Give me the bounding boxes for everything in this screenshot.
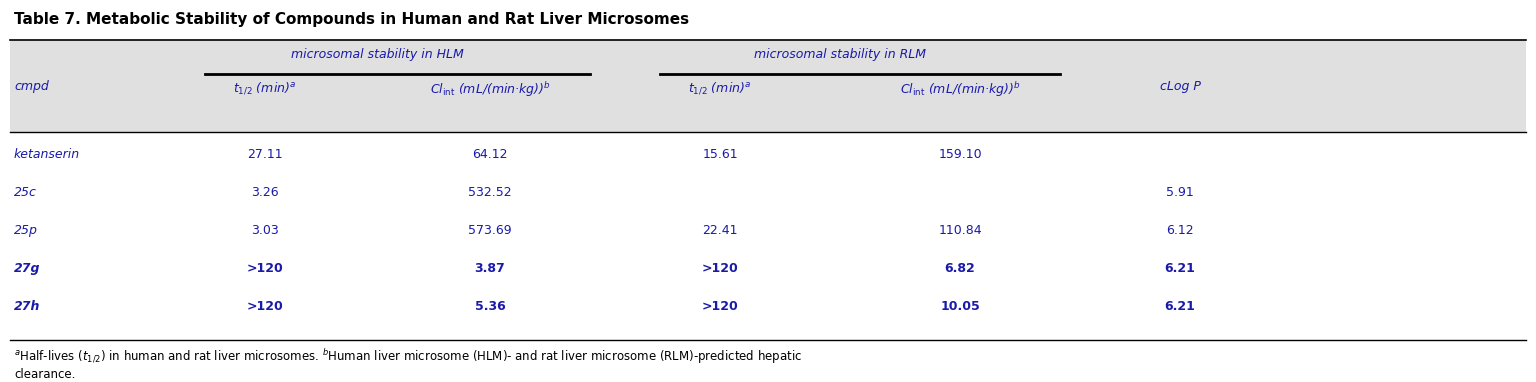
Text: $^{a}$Half-lives ($t_{1/2}$) in human and rat liver microsomes. $^{b}$Human live: $^{a}$Half-lives ($t_{1/2}$) in human an… [14,348,802,366]
Text: 5.36: 5.36 [475,300,505,313]
Text: 15.61: 15.61 [702,148,737,161]
Text: 25c: 25c [14,186,37,199]
Text: 5.91: 5.91 [1166,186,1193,199]
Text: cmpd: cmpd [14,80,49,93]
Text: Table 7. Metabolic Stability of Compounds in Human and Rat Liver Microsomes: Table 7. Metabolic Stability of Compound… [14,12,690,27]
Text: $t_{1/2}$ (min)$^{a}$: $t_{1/2}$ (min)$^{a}$ [233,80,296,96]
Text: 27.11: 27.11 [247,148,283,161]
Text: 10.05: 10.05 [940,300,980,313]
Text: 27g: 27g [14,262,40,275]
Text: 25p: 25p [14,224,38,237]
Text: 159.10: 159.10 [938,148,982,161]
Text: Cl$_{\rm int}$ (mL/(min·kg))$^{b}$: Cl$_{\rm int}$ (mL/(min·kg))$^{b}$ [900,80,1020,99]
Text: >120: >120 [702,262,739,275]
Text: Cl$_{\rm int}$ (mL/(min·kg))$^{b}$: Cl$_{\rm int}$ (mL/(min·kg))$^{b}$ [430,80,550,99]
Text: 573.69: 573.69 [468,224,511,237]
Text: cLog P: cLog P [1160,80,1201,93]
Text: 532.52: 532.52 [468,186,511,199]
Text: 3.03: 3.03 [250,224,280,237]
Text: 6.21: 6.21 [1164,300,1195,313]
Text: $t_{1/2}$ (min)$^{a}$: $t_{1/2}$ (min)$^{a}$ [688,80,751,96]
Text: >120: >120 [247,262,283,275]
Bar [11,40,1525,132]
Text: ketanserin: ketanserin [14,148,80,161]
Text: 22.41: 22.41 [702,224,737,237]
Text: 6.82: 6.82 [945,262,975,275]
Text: >120: >120 [702,300,739,313]
Text: 110.84: 110.84 [938,224,982,237]
Text: 3.26: 3.26 [252,186,280,199]
Text: 3.87: 3.87 [475,262,505,275]
Text: >120: >120 [247,300,283,313]
Text: microsomal stability in RLM: microsomal stability in RLM [754,48,926,61]
Text: 6.12: 6.12 [1166,224,1193,237]
Text: microsomal stability in HLM: microsomal stability in HLM [292,48,464,61]
Text: 6.21: 6.21 [1164,262,1195,275]
Text: clearance.: clearance. [14,368,75,381]
Text: 27h: 27h [14,300,40,313]
Text: 64.12: 64.12 [472,148,508,161]
